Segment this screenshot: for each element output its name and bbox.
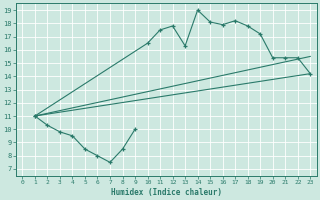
X-axis label: Humidex (Indice chaleur): Humidex (Indice chaleur) xyxy=(111,188,222,197)
